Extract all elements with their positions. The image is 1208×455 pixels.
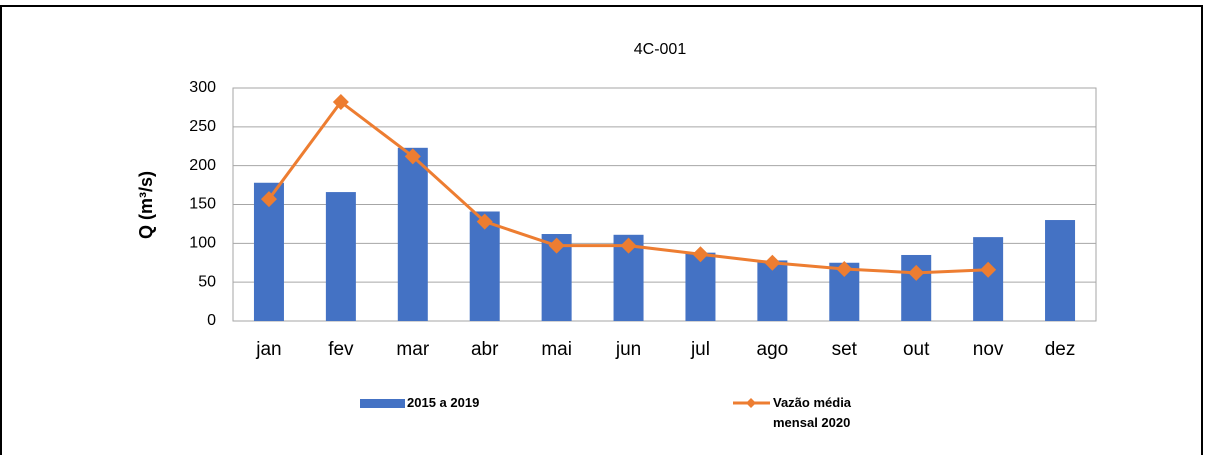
x-tick-label: jun [615,339,641,360]
bar [1045,220,1076,321]
y-tick-label: 200 [189,157,216,174]
bar [397,147,428,321]
bar [685,252,716,321]
x-tick-label: out [903,339,930,360]
x-tick-label: nov [973,339,1004,360]
bar [325,192,356,321]
x-tick-label: mai [541,339,572,360]
plot-border [232,87,1097,322]
x-tick-label: fev [328,339,354,360]
y-tick-label: 150 [189,196,216,213]
legend-swatch [360,399,405,408]
marker [836,260,853,277]
marker [548,237,565,254]
chart-title: 4C-001 [634,41,687,58]
marker [332,93,349,110]
bar [973,237,1004,321]
x-tick-label: dez [1045,339,1076,360]
bar [469,211,500,321]
marker [620,237,637,254]
legend-label: Vazão média mensal 2020 [773,395,852,430]
x-tick-label: mar [396,339,429,360]
x-tick-label: ago [757,339,789,360]
marker [260,191,277,208]
y-tick-label: 100 [189,235,216,252]
marker [908,264,925,281]
marker [476,213,493,230]
legend-label: 2015 a 2019 [407,395,480,410]
y-tick-label: 300 [189,79,216,96]
y-tick-label: 50 [198,273,216,290]
marker [764,254,781,271]
y-tick-label: 250 [189,118,216,135]
marker [404,148,421,165]
y-axis-label: Q (m³/s) [136,171,156,239]
marker [692,246,709,263]
x-tick-label: abr [471,339,499,360]
y-tick-label: 0 [207,312,216,329]
frame [0,5,1203,455]
x-tick-label: set [832,339,858,360]
x-tick-label: jul [690,339,710,360]
marker [980,261,997,278]
x-tick-label: jan [255,339,281,360]
legend-marker [746,398,756,408]
